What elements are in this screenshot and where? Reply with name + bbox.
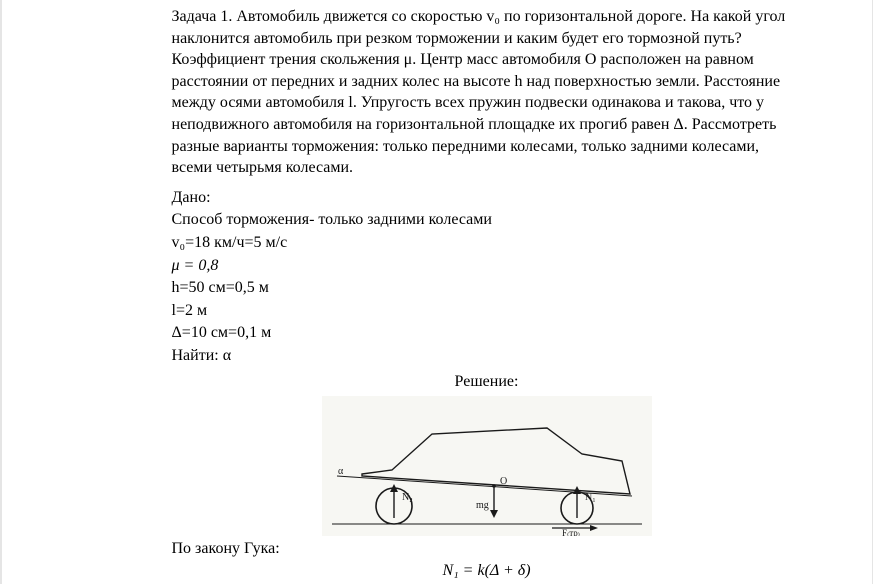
n2-label: N₂ [402, 492, 413, 503]
problem-text: Автомобиль движется со скоростью v₀ по г… [172, 8, 786, 176]
problem-paragraph: Задача 1. Автомобиль движется со скорост… [172, 6, 802, 179]
figure-container: N₂ N₁ O mg F₍тр₎ α [172, 396, 802, 536]
car-diagram: N₂ N₁ O mg F₍тр₎ α [322, 396, 652, 536]
document-page: Задача 1. Автомобиль движется со скорост… [2, 0, 872, 584]
given-l: l=2 м [172, 300, 802, 322]
o-label: O [500, 476, 507, 487]
figure-bg [322, 396, 652, 536]
given-block: Дано: Способ торможения- только задними … [172, 187, 802, 367]
hooke-equation: N₁ = k(Δ + δ) [172, 560, 802, 582]
given-delta: Δ=10 см=0,1 м [172, 322, 802, 344]
given-v0: v₀=18 км/ч=5 м/с [172, 232, 802, 254]
given-find: Найти: α [172, 345, 802, 367]
problem-title: Задача 1. [172, 8, 233, 25]
ftr-label: F₍тр₎ [562, 528, 580, 536]
given-mode: Способ торможения- только задними колеса… [172, 209, 802, 231]
given-mu: μ = 0,8 [172, 255, 802, 277]
alpha-label: α [338, 466, 344, 477]
hooke-label: По закону Гука: [172, 538, 802, 560]
n1-label: N₁ [585, 492, 596, 503]
mg-label: mg [476, 500, 489, 511]
given-h: h=50 см=0,5 м [172, 277, 802, 299]
solution-label: Решение: [172, 371, 802, 393]
given-header: Дано: [172, 187, 802, 209]
